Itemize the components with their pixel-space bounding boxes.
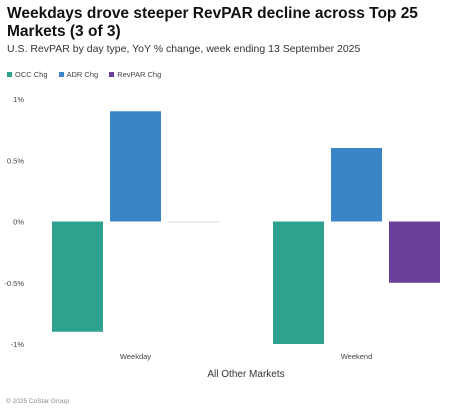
y-tick-label: -1% (11, 340, 25, 349)
legend-item-occ: OCC Chg (7, 70, 48, 79)
copyright-footer: © 2025 CoStar Group (6, 398, 69, 405)
bar-revpar-chg-weekday (168, 221, 219, 223)
legend-item-revpar: RevPAR Chg (109, 70, 161, 79)
x-axis-title: All Other Markets (207, 369, 284, 380)
y-tick-label: -0.5% (4, 279, 24, 288)
legend-label-occ: OCC Chg (15, 70, 48, 79)
legend-swatch-revpar (109, 72, 115, 77)
y-tick-label: 0.5% (7, 156, 24, 165)
legend-swatch-adr (58, 72, 64, 77)
legend-label-adr: ADR Chg (66, 70, 99, 79)
y-tick-label: 1% (13, 95, 24, 104)
legend-label-revpar: RevPAR Chg (117, 70, 162, 79)
y-tick-label: 0% (13, 218, 24, 227)
bar-revpar-chg-weekend (389, 221, 440, 283)
chart-title: Weekdays drove steeper RevPAR decline ac… (7, 5, 418, 40)
legend: OCC Chg ADR Chg RevPAR Chg (7, 70, 161, 79)
legend-item-adr: ADR Chg (58, 70, 99, 79)
x-tick-label: Weekday (120, 352, 151, 361)
bar-occ-chg-weekday (52, 221, 103, 332)
bar-occ-chg-weekend (273, 221, 324, 344)
x-tick-label: Weekend (341, 352, 373, 361)
chart-subtitle: U.S. RevPAR by day type, YoY % change, w… (7, 43, 361, 55)
bar-adr-chg-weekend (331, 148, 382, 222)
bar-adr-chg-weekday (110, 111, 161, 222)
legend-swatch-occ (7, 72, 12, 77)
